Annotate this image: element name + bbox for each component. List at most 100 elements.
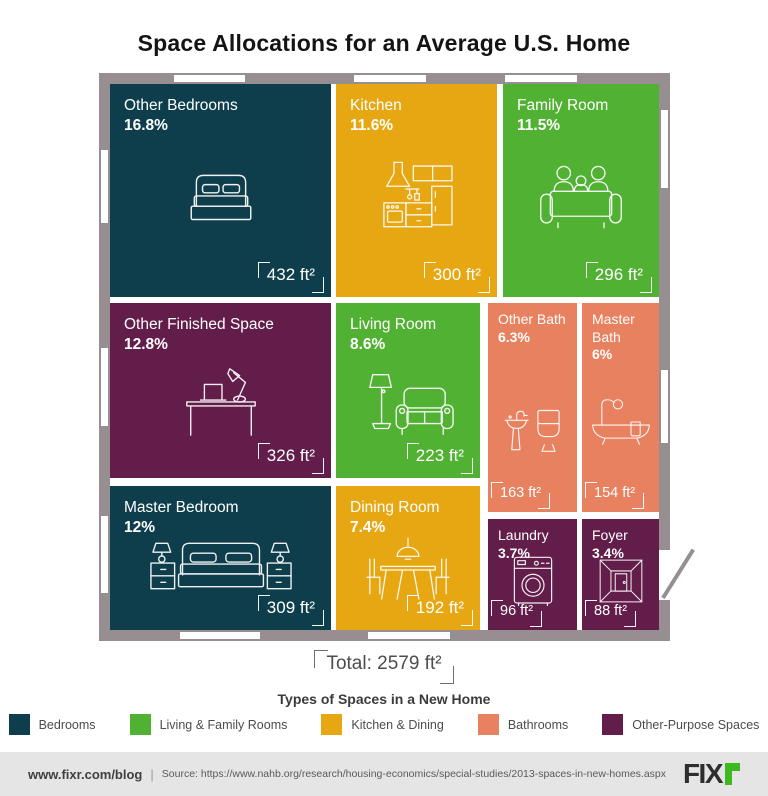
room-label: Living Room 8.6% — [350, 315, 436, 355]
room-area-label: 309 ft² — [257, 595, 325, 626]
room-other-bath: Other Bath 6.3% 163 ft² — [488, 303, 577, 512]
legend-title: Types of Spaces in a New Home — [277, 691, 491, 707]
page-title: Space Allocations for an Average U.S. Ho… — [137, 30, 631, 56]
window — [180, 632, 260, 639]
window — [101, 348, 108, 426]
room-area-label: 296 ft² — [585, 262, 653, 293]
room-other-finished-space: Other Finished Space 12.8% 326 ft² — [110, 303, 331, 478]
footer-separator: | — [150, 766, 154, 782]
washing-machine-icon — [511, 553, 555, 607]
room-area-label: 154 ft² — [584, 482, 645, 509]
room-area-label: 192 ft² — [406, 595, 474, 626]
legend-swatch — [321, 714, 343, 735]
room-name: Family Room — [517, 97, 609, 114]
legend-item-bathrooms: Bathrooms — [477, 714, 569, 735]
room-label: Foyer 3.4% — [592, 527, 628, 562]
legend-item-living-family-rooms: Living & Family Rooms — [129, 714, 288, 735]
room-name: Laundry — [498, 527, 549, 543]
room-label: Kitchen 11.6% — [350, 96, 402, 136]
legend-item-kitchen-dining: Kitchen & Dining — [321, 714, 444, 735]
room-family-room: Family Room 11.5% 296 ft² — [503, 84, 659, 297]
room-percent: 8.6% — [350, 336, 386, 354]
legend-label: Kitchen & Dining — [351, 717, 444, 732]
footer-source-text: Source: https://www.nahb.org/research/ho… — [161, 768, 667, 780]
window — [505, 75, 577, 82]
room-label: Other Bedrooms 16.8% — [124, 96, 238, 136]
room-name: Other Bedrooms — [124, 97, 238, 114]
room-master-bath: Master Bath 6% 154 ft² — [582, 303, 659, 512]
room-label: Other Bath 6.3% — [498, 311, 566, 346]
room-area-label: 163 ft² — [490, 482, 551, 509]
legend: Bedrooms Living & Family Rooms Kitchen & D… — [0, 714, 768, 735]
window — [174, 75, 245, 82]
room-area-label: 300 ft² — [423, 262, 491, 293]
room-percent: 3.4% — [592, 544, 624, 561]
desk-lamp-icon — [179, 364, 263, 436]
room-area-label: 96 ft² — [490, 600, 543, 627]
room-name: Master Bath — [592, 311, 635, 345]
room-name: Master Bedroom — [124, 499, 239, 516]
room-percent: 12% — [124, 519, 156, 537]
family-sofa-icon — [535, 161, 627, 236]
room-other-bedrooms: Other Bedrooms 16.8% 432 ft² — [110, 84, 331, 297]
foyer-door-icon — [598, 558, 644, 604]
room-label: Family Room 11.5% — [517, 96, 608, 136]
room-name: Kitchen — [350, 97, 402, 114]
double-bed-icon — [182, 170, 260, 227]
room-area-label: 88 ft² — [584, 600, 637, 627]
room-name: Other Finished Space — [124, 316, 274, 333]
room-label: Master Bedroom 12% — [124, 498, 239, 538]
room-label: Other Finished Space 12.8% — [124, 315, 274, 355]
sofa-floor-lamp-icon — [361, 366, 455, 442]
kitchen-icon — [371, 158, 463, 243]
footer-blog-link: www.fixr.com/blog — [28, 766, 143, 782]
room-percent: 6.3% — [498, 328, 530, 345]
room-living-room: Living Room 8.6% 223 ft² — [336, 303, 480, 478]
room-foyer: Foyer 3.4% 88 ft² — [582, 519, 659, 630]
master-bed-icon — [147, 535, 295, 596]
window — [661, 110, 668, 188]
window — [354, 75, 426, 82]
window — [101, 516, 108, 593]
legend-label: Bathrooms — [507, 717, 569, 732]
room-area-label: 223 ft² — [406, 443, 474, 474]
room-name: Dining Room — [350, 499, 440, 516]
dining-table-icon — [358, 535, 458, 604]
floor-plan-interior: Other Bedrooms 16.8% 432 ft² Kitchen 11.6% 30… — [110, 84, 659, 630]
room-kitchen: Kitchen 11.6% 300 ft² — [336, 84, 497, 297]
room-percent: 11.5% — [517, 117, 561, 135]
floor-plan: Other Bedrooms 16.8% 432 ft² Kitchen 11.6% 30… — [99, 73, 695, 641]
room-dining-room: Dining Room 7.4% 192 ft² — [336, 486, 480, 630]
fixr-logo-r-icon — [725, 763, 740, 785]
window — [101, 150, 108, 223]
legend-label: Bedrooms — [38, 717, 96, 732]
room-percent: 16.8% — [124, 117, 168, 135]
room-name: Living Room — [350, 316, 437, 333]
legend-label: Living & Family Rooms — [159, 717, 288, 732]
legend-swatch — [8, 714, 30, 735]
footer-bar: www.fixr.com/blog | Source: https://www.… — [0, 752, 768, 796]
legend-item-bedrooms: Bedrooms — [8, 714, 96, 735]
legend-swatch — [602, 714, 624, 735]
room-percent: 6% — [592, 346, 613, 362]
sink-toilet-icon — [502, 395, 564, 455]
room-label: Master Bath 6% — [592, 311, 659, 364]
bathtub-icon — [588, 394, 654, 449]
window — [368, 632, 450, 639]
total-area-label: Total: 2579 ft² — [314, 650, 454, 684]
fixr-logo: FIX — [682, 758, 740, 789]
fixr-logo-text: FIX — [682, 758, 724, 789]
room-percent: 12.8% — [124, 336, 168, 354]
room-master-bedroom: Master Bedroom 12% 309 ft² — [110, 486, 331, 630]
legend-swatch — [477, 714, 499, 735]
room-name: Foyer — [592, 527, 628, 543]
room-percent: 7.4% — [350, 519, 386, 537]
room-percent: 11.6% — [350, 117, 394, 135]
room-area-label: 432 ft² — [257, 262, 325, 293]
room-laundry: Laundry 3.7% 96 ft² — [488, 519, 577, 630]
legend-label: Other-Purpose Spaces — [632, 717, 760, 732]
room-area-label: 326 ft² — [257, 443, 325, 474]
room-label: Dining Room 7.4% — [350, 498, 440, 538]
window — [661, 370, 668, 443]
legend-item-other-purpose-spaces: Other-Purpose Spaces — [602, 714, 759, 735]
